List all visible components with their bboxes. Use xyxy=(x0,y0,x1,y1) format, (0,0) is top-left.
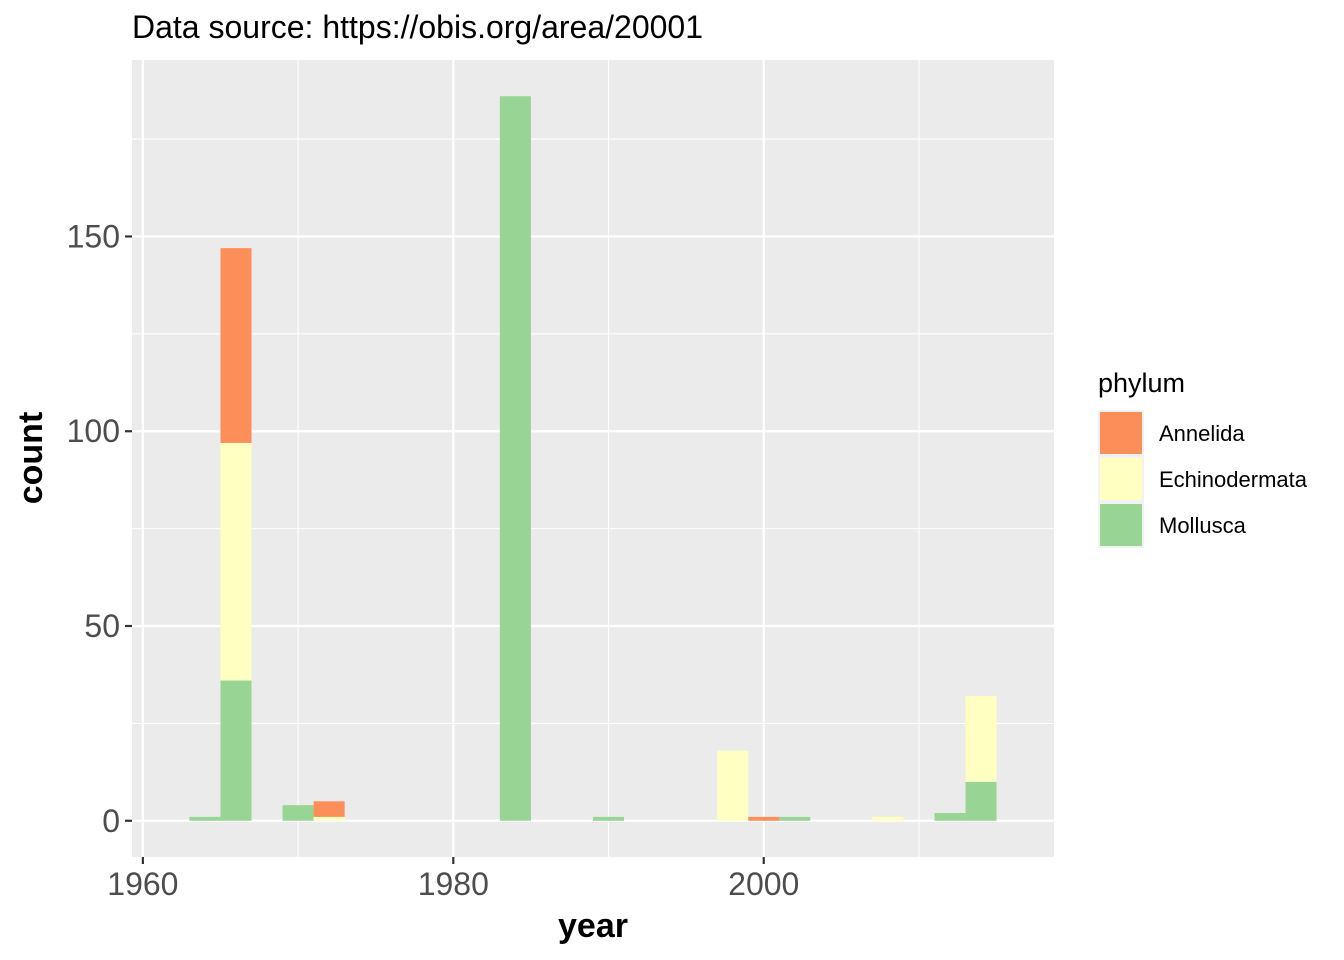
bar-echinodermata-1997 xyxy=(717,750,749,821)
bar-mollusca-1983 xyxy=(499,96,531,821)
bar-echinodermata-2007 xyxy=(872,816,904,821)
bar-mollusca-2011 xyxy=(934,812,966,821)
bar-echinodermata-1965 xyxy=(220,442,252,681)
plot-panel xyxy=(132,60,1054,857)
y-tick-label: 100 xyxy=(67,413,120,449)
legend-swatch-echinodermata xyxy=(1100,458,1142,500)
chart-title: Data source: https://obis.org/area/20001 xyxy=(132,9,703,45)
bar-mollusca-1965 xyxy=(220,680,252,821)
legend-title: phylum xyxy=(1098,368,1185,398)
bar-mollusca-1989 xyxy=(593,816,625,821)
bar-mollusca-2001 xyxy=(779,816,811,821)
x-tick-label: 2000 xyxy=(728,866,799,902)
legend-swatch-annelida xyxy=(1100,412,1142,454)
bar-echinodermata-1971 xyxy=(313,816,345,821)
x-tick-label: 1960 xyxy=(107,866,178,902)
bar-annelida-1999 xyxy=(748,816,780,821)
x-tick-label: 1980 xyxy=(418,866,489,902)
bar-mollusca-2013 xyxy=(965,781,997,821)
bar-mollusca-1969 xyxy=(282,805,314,821)
bars xyxy=(189,96,997,821)
y-axis: 0 50 100 150 xyxy=(67,218,132,839)
y-axis-title: count xyxy=(12,412,50,505)
y-tick-label: 50 xyxy=(84,608,120,644)
grid-minor xyxy=(132,60,1054,857)
legend-swatch-mollusca xyxy=(1100,504,1142,546)
grid-major xyxy=(132,60,1054,857)
x-axis-title: year xyxy=(558,907,628,945)
bar-echinodermata-2013 xyxy=(965,696,997,782)
legend-label-echinodermata: Echinodermata xyxy=(1159,467,1308,492)
legend-items: Annelida Echinodermata Mollusca xyxy=(1098,410,1308,548)
y-tick-label: 150 xyxy=(67,218,120,254)
bar-annelida-1971 xyxy=(313,801,345,817)
legend-label-mollusca: Mollusca xyxy=(1159,513,1247,538)
x-axis: 1960 1980 2000 xyxy=(107,857,799,902)
legend-label-annelida: Annelida xyxy=(1159,421,1245,446)
legend: phylum Annelida Echinodermata Mollusca xyxy=(1098,368,1308,548)
y-tick-label: 0 xyxy=(102,803,120,839)
bar-annelida-1965 xyxy=(220,248,252,443)
bar-mollusca-1963 xyxy=(189,816,221,821)
